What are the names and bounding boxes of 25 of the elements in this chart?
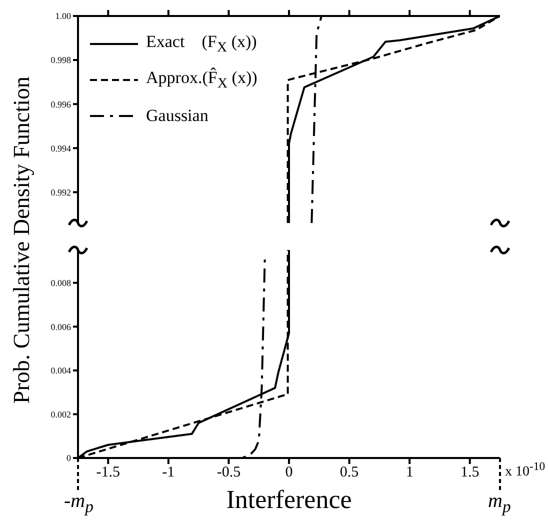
y-tick-label: 0.992 (50, 187, 71, 198)
x-tick-label: 0 (285, 464, 293, 481)
x-tick-label: 0.5 (340, 464, 359, 481)
x-tick-label: -0.5 (216, 464, 241, 481)
legend-label: Approx.(F̂$_{X}$ (x)) (146, 68, 258, 92)
legend-label: Gaussian (146, 106, 208, 126)
y-axis-title: Prob. Cumulative Density Function (8, 75, 35, 406)
y-tick-label: 0 (66, 453, 72, 464)
x-tick-label: 1.5 (460, 464, 480, 481)
y-tick-label: 0.004 (50, 366, 72, 376)
y-tick-label: 0.996 (50, 99, 72, 110)
y-tick-label: 0.002 (50, 409, 71, 420)
y-tick-label: 0.006 (50, 322, 72, 332)
x-tick-label: -1.5 (96, 464, 120, 481)
x-tick-label: 1 (406, 464, 414, 481)
y-tick-label: 0.998 (50, 55, 72, 66)
x-tick-label: -1 (162, 464, 175, 481)
legend-label: Exact (F$_{X}$ (x)) (146, 32, 257, 56)
text: m$_{p}$ (488, 490, 511, 517)
text: -m$_{p}$ (64, 490, 94, 517)
text: x 10$^{-10}$ (505, 460, 546, 481)
y-tick-label: 0.008 (50, 278, 72, 288)
x-axis-title: Interference (226, 485, 352, 514)
y-tick-label: 0.994 (50, 143, 72, 154)
y-tick-label: 1.00 (55, 11, 72, 22)
